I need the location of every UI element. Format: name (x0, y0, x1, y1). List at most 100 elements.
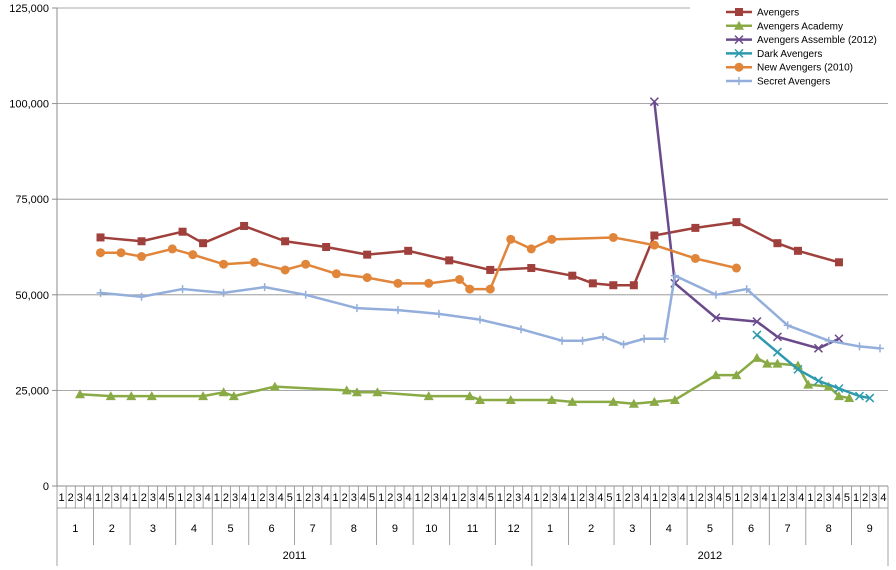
data-point (876, 344, 884, 353)
data-point (362, 273, 372, 283)
week-label: 4 (716, 492, 722, 504)
week-label: 3 (469, 492, 475, 504)
month-label: 4 (666, 523, 672, 535)
series-dark-avengers (752, 330, 875, 403)
week-label: 3 (232, 492, 238, 504)
week-label: 2 (542, 492, 548, 504)
data-point (752, 317, 762, 327)
data-point (731, 370, 742, 380)
data-point (301, 290, 310, 299)
week-label: 1 (533, 492, 539, 504)
week-label: 3 (826, 492, 832, 504)
data-point (834, 383, 844, 394)
data-point (783, 321, 792, 330)
week-label: 1 (250, 492, 256, 504)
week-label: 1 (497, 492, 503, 504)
data-point (649, 97, 659, 107)
week-label: 2 (862, 492, 868, 504)
legend-swatch-marker (734, 35, 744, 45)
series-line (100, 274, 881, 350)
legend-item: New Avengers (2010) (726, 62, 853, 74)
data-point (219, 259, 229, 269)
data-point (865, 393, 875, 403)
week-label: 1 (378, 492, 384, 504)
data-point (546, 394, 557, 404)
data-point (393, 306, 402, 315)
week-label: 4 (360, 492, 366, 504)
data-point (464, 391, 475, 401)
data-point (772, 332, 782, 342)
data-point (75, 389, 85, 399)
week-label: 4 (442, 492, 448, 504)
week-label: 2 (342, 492, 348, 504)
y-tick-label: 0 (43, 481, 49, 493)
month-label: 1 (547, 523, 553, 535)
data-point (844, 393, 855, 403)
week-label: 1 (771, 492, 777, 504)
week-label: 3 (753, 492, 759, 504)
week-label: 3 (707, 492, 713, 504)
data-point (219, 288, 228, 297)
legend-item: Secret Avengers (726, 77, 830, 88)
data-point (731, 263, 741, 273)
y-tick-label: 75,000 (15, 194, 49, 206)
data-point (578, 336, 587, 345)
data-point (650, 231, 659, 240)
week-label: 5 (287, 492, 293, 504)
legend: Avengers Avengers Academy Avengers Assembl… (726, 8, 877, 88)
week-label: 2 (579, 492, 585, 504)
data-point (126, 391, 137, 401)
data-point (505, 394, 516, 404)
week-label: 2 (506, 492, 512, 504)
week-label: 2 (661, 492, 667, 504)
data-point (301, 259, 311, 269)
series-avengers-assemble-2012 (649, 97, 844, 353)
legend-label: New Avengers (2010) (757, 63, 853, 74)
data-point (628, 398, 639, 408)
week-label: 1 (734, 492, 740, 504)
legend-label: Avengers Academy (757, 21, 843, 32)
data-point (465, 284, 475, 294)
week-label: 1 (570, 492, 576, 504)
data-point (434, 309, 443, 318)
week-label: 4 (798, 492, 804, 504)
month-label: 1 (72, 523, 78, 535)
data-point (793, 364, 803, 374)
y-axis: 0 25,000 50,000 75,000 100,000 125,000 (9, 3, 58, 493)
data-point (813, 376, 823, 386)
data-point (475, 394, 485, 404)
data-point (372, 387, 383, 397)
week-label: 3 (150, 492, 156, 504)
data-point (352, 304, 361, 313)
data-point (711, 290, 720, 299)
data-point (322, 243, 331, 251)
series-layer (75, 97, 884, 408)
legend-swatch-marker (735, 77, 743, 85)
data-point (773, 239, 782, 248)
data-point (363, 250, 372, 259)
week-label: 2 (141, 492, 147, 504)
data-point (824, 336, 833, 345)
y-tick-label: 50,000 (15, 290, 49, 302)
data-point (178, 285, 187, 294)
data-point (649, 240, 659, 250)
month-label: 3 (150, 523, 156, 535)
week-label: 1 (415, 492, 421, 504)
data-point (351, 387, 362, 397)
week-label: 1 (132, 492, 138, 504)
legend-label: Secret Avengers (757, 77, 830, 88)
legend-item: Avengers Academy (726, 20, 843, 32)
week-label: 5 (725, 492, 731, 504)
legend-item: Avengers Assemble (2012) (726, 35, 877, 46)
week-label: 2 (460, 492, 466, 504)
week-label: 4 (643, 492, 649, 504)
data-point (670, 271, 679, 280)
data-point (660, 334, 669, 343)
data-point (608, 396, 619, 406)
week-label: 5 (168, 492, 174, 504)
series-line (100, 236, 737, 291)
data-point (599, 332, 608, 341)
data-point (567, 396, 578, 406)
